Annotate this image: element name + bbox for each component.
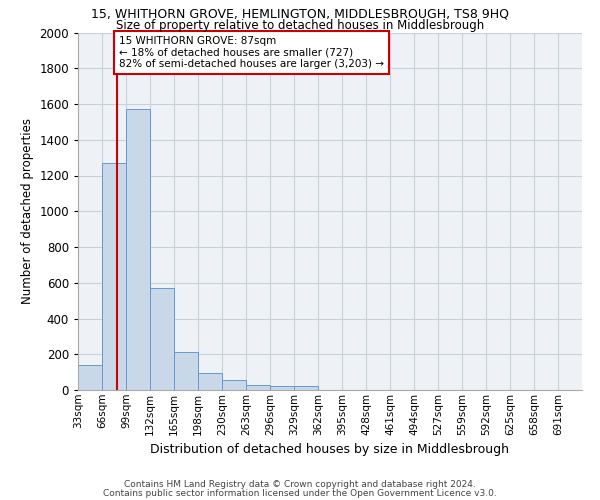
X-axis label: Distribution of detached houses by size in Middlesbrough: Distribution of detached houses by size …	[151, 443, 509, 456]
Bar	[102, 163, 126, 390]
Bar	[78, 365, 102, 390]
Text: Contains public sector information licensed under the Open Government Licence v3: Contains public sector information licen…	[103, 489, 497, 498]
Text: Contains HM Land Registry data © Crown copyright and database right 2024.: Contains HM Land Registry data © Crown c…	[124, 480, 476, 489]
Bar	[246, 384, 270, 390]
Bar	[222, 380, 246, 390]
Text: Size of property relative to detached houses in Middlesbrough: Size of property relative to detached ho…	[116, 19, 484, 32]
Bar	[198, 373, 222, 390]
Bar	[270, 386, 294, 390]
Bar	[150, 288, 174, 390]
Bar	[294, 386, 318, 390]
Y-axis label: Number of detached properties: Number of detached properties	[20, 118, 34, 304]
Bar	[174, 352, 198, 390]
Bar	[126, 110, 150, 390]
Text: 15 WHITHORN GROVE: 87sqm
← 18% of detached houses are smaller (727)
82% of semi-: 15 WHITHORN GROVE: 87sqm ← 18% of detach…	[119, 36, 384, 70]
Text: 15, WHITHORN GROVE, HEMLINGTON, MIDDLESBROUGH, TS8 9HQ: 15, WHITHORN GROVE, HEMLINGTON, MIDDLESB…	[91, 8, 509, 20]
